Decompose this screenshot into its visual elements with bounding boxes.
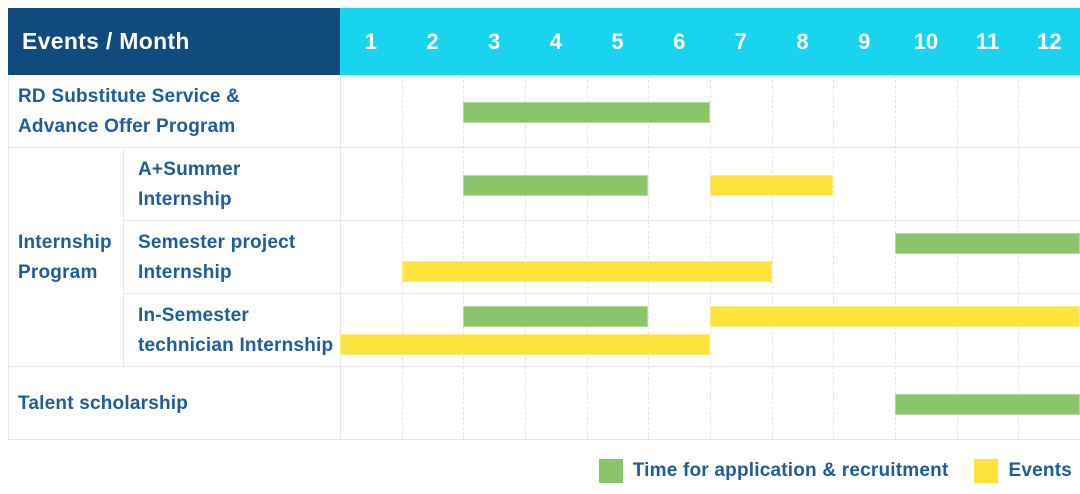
chart-grid bbox=[340, 75, 1080, 440]
month-header-cell: 5 bbox=[611, 28, 624, 54]
table-gridline bbox=[123, 293, 1080, 294]
legend-item-events: Events bbox=[974, 459, 1072, 483]
month-header-cell: 11 bbox=[975, 28, 1000, 54]
row-label-in-semester-technician-internship: In-Semester technician Internship bbox=[138, 304, 334, 356]
month-gridline bbox=[895, 75, 896, 440]
month-header-cell: 1 bbox=[364, 28, 377, 54]
month-gridline bbox=[525, 75, 526, 440]
month-header-cell: 7 bbox=[734, 28, 747, 54]
table-gridline bbox=[340, 75, 341, 440]
table-gridline bbox=[123, 148, 124, 367]
bar-events bbox=[401, 261, 772, 282]
month-header-cell: 12 bbox=[1036, 28, 1062, 54]
bar-application-recruitment bbox=[463, 306, 649, 327]
row-label-talent-scholarship: Talent scholarship bbox=[18, 392, 189, 414]
month-gridline bbox=[587, 75, 588, 440]
month-header-cell: 9 bbox=[858, 28, 871, 54]
month-gridline bbox=[772, 75, 773, 440]
month-header-row: 1 2 3 4 5 6 7 8 9 10 11 12 bbox=[340, 8, 1080, 75]
month-header-cell: 3 bbox=[488, 28, 501, 54]
bar-application-recruitment bbox=[895, 233, 1080, 254]
bar-application-recruitment bbox=[463, 102, 710, 123]
month-gridline bbox=[463, 75, 464, 440]
month-gridline bbox=[648, 75, 649, 440]
month-header-cell: 2 bbox=[426, 28, 439, 54]
schedule-table: Events / Month 1 2 3 4 5 6 7 8 9 10 11 12 RD Substi… bbox=[8, 8, 1080, 440]
month-gridline bbox=[1018, 75, 1019, 440]
bar-events bbox=[710, 306, 1080, 327]
bar-application-recruitment bbox=[463, 175, 649, 196]
month-header-cell: 4 bbox=[549, 28, 562, 54]
table-gridline bbox=[123, 220, 1080, 221]
month-gridline bbox=[402, 75, 403, 440]
table-gridline bbox=[8, 366, 1080, 367]
month-header-cell: 10 bbox=[913, 28, 939, 54]
bar-events bbox=[340, 334, 710, 355]
month-gridline bbox=[833, 75, 834, 440]
legend-label-application: Time for application & recruitment bbox=[632, 460, 949, 481]
corner-header-cell: Events / Month bbox=[8, 8, 340, 75]
table-gridline bbox=[8, 147, 1080, 148]
legend-swatch-events-icon bbox=[974, 459, 999, 483]
row-label-a-summer-internship: A+Summer Internship bbox=[138, 158, 241, 210]
table-body-frame bbox=[8, 75, 1080, 440]
legend-swatch-application-icon bbox=[598, 459, 623, 483]
month-header-cell: 6 bbox=[673, 28, 686, 54]
legend-item-application: Time for application & recruitment bbox=[598, 459, 949, 483]
row-label-rd-substitute: RD Substitute Service & Advance Offer Pr… bbox=[18, 85, 241, 137]
month-gridline bbox=[957, 75, 958, 440]
month-gridline bbox=[710, 75, 711, 440]
legend-label-events: Events bbox=[1008, 460, 1072, 481]
row-label-semester-project-internship: Semester project Internship bbox=[138, 231, 296, 283]
month-header-cell: 8 bbox=[796, 28, 809, 54]
bar-application-recruitment bbox=[895, 394, 1080, 415]
legend: Time for application & recruitment Event… bbox=[598, 459, 1072, 483]
corner-header-label: Events / Month bbox=[22, 28, 190, 54]
bar-events bbox=[710, 175, 834, 196]
group-label-internship-program: Internship Program bbox=[18, 231, 112, 283]
